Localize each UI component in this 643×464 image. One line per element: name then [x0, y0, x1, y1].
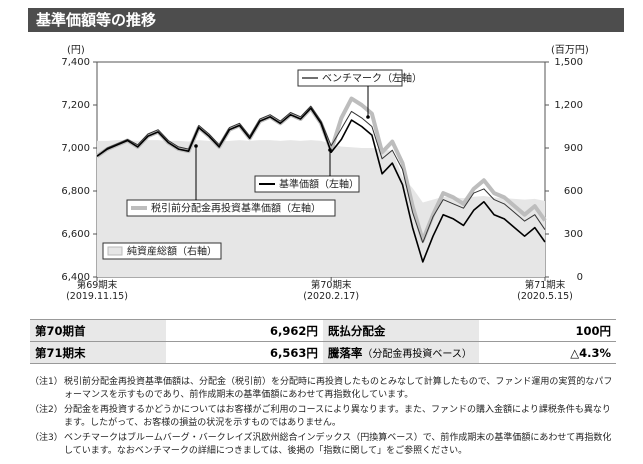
legend-swatch	[107, 246, 123, 256]
legend-box	[126, 199, 336, 217]
note-label: （注1）	[30, 377, 63, 387]
y-tick-label: 7,400	[61, 57, 90, 68]
note: （注1） 税引前分配金再投資基準価額は、分配金（税引前）を分配時に再投資したものと…	[30, 376, 616, 401]
y-tick-label: 7,000	[61, 143, 90, 154]
legend-box	[254, 175, 360, 193]
y2-tick-label: 0	[577, 272, 583, 283]
legend-label: 税引前分配金再投資基準価額（左軸）	[151, 202, 321, 215]
table-cell: 6,563円	[166, 341, 323, 364]
table-cell: 6,962円	[166, 319, 323, 342]
leader-dot	[366, 115, 370, 119]
cell-text: △4.3%	[570, 345, 611, 360]
x-tick-label: 第70期末 (2020.2.17)	[303, 280, 360, 302]
leader-dot	[328, 148, 332, 152]
legend-label: ベンチマーク（左軸）	[322, 72, 422, 85]
section-title: 基準価額等の推移	[28, 8, 624, 32]
note: （注2） 分配金を再投資するかどうかについてはお客様がご利用のコースにより異なりま…	[30, 404, 616, 429]
table-row: 第71期末 6,563円 騰落率（分配金再投資ベース） △4.3%	[30, 341, 616, 364]
y-unit: (円)	[67, 45, 85, 56]
y2-tick-label: 900	[564, 143, 583, 154]
table-cell: 既払分配金	[322, 319, 479, 342]
cell-text: 100円	[575, 323, 611, 338]
legend-label: 純資産総額（右軸）	[127, 245, 217, 258]
y2-tick-label: 300	[564, 229, 583, 240]
note-label: （注3）	[30, 433, 63, 443]
cell-text: 第70期首	[35, 323, 86, 338]
table-cell: 第71期末	[30, 341, 167, 364]
note-label: （注2）	[30, 405, 63, 415]
cell-text: 6,563円	[269, 345, 318, 360]
y2-tick-label: 600	[564, 186, 583, 197]
note-text: 税引前分配金再投資基準価額は、分配金（税引前）を分配時に再投資したものとみなして…	[64, 377, 613, 400]
table-cell: △4.3%	[478, 341, 616, 364]
cell-text: 既払分配金	[327, 323, 386, 338]
summary-table: 第70期首 6,962円 既払分配金 100円第71期末 6,563円 騰落率（分配金再投…	[30, 319, 616, 364]
x-tick-label: 第69期末 (2019.11.15)	[66, 280, 128, 302]
y2-tick-label: 1,200	[554, 100, 583, 111]
cell-text: 第71期末	[35, 345, 86, 360]
y-tick-label: 6,400	[61, 272, 90, 283]
leader-dot	[194, 144, 198, 148]
chart: (円) (百万円) 6,400 6,600 6,800 7,000 7,200 7,400 0 3…	[61, 44, 589, 283]
legend-box	[297, 69, 403, 87]
note: （注3） ベンチマークはブルームバーグ・バークレイズ汎欧州総合インデックス（円換算…	[30, 432, 616, 457]
y2-tick-label: 1,500	[554, 57, 583, 68]
legend-label: 基準価額（左軸）	[279, 178, 359, 191]
notes: （注1） 税引前分配金再投資基準価額は、分配金（税引前）を分配時に再投資したものと…	[30, 376, 616, 460]
y2-unit: (百万円)	[551, 44, 589, 56]
table-cell: 100円	[478, 319, 616, 342]
table-cell: 第70期首	[30, 319, 167, 342]
table-cell: 騰落率（分配金再投資ベース）	[322, 341, 479, 364]
legend-box	[102, 242, 222, 260]
cell-text: 6,962円	[269, 323, 318, 338]
x-tick-label: 第71期末 (2020.5.15)	[517, 280, 573, 302]
line	[96, 105, 546, 244]
table-row: 第70期首 6,962円 既払分配金 100円	[30, 319, 616, 342]
y-tick-label: 6,600	[61, 229, 90, 240]
note-text: 分配金を再投資するかどうかについてはお客様がご利用のコースにより異なります。また…	[64, 405, 611, 428]
y-tick-label: 7,200	[61, 100, 90, 111]
cell-note: （分配金再投資ベース）	[362, 348, 472, 360]
cell-text: 騰落率	[327, 345, 363, 360]
line	[96, 107, 546, 263]
note-text: ベンチマークはブルームバーグ・バークレイズ汎欧州総合インデックス（円換算ベース）…	[64, 433, 612, 456]
y-tick-label: 6,800	[61, 186, 90, 197]
